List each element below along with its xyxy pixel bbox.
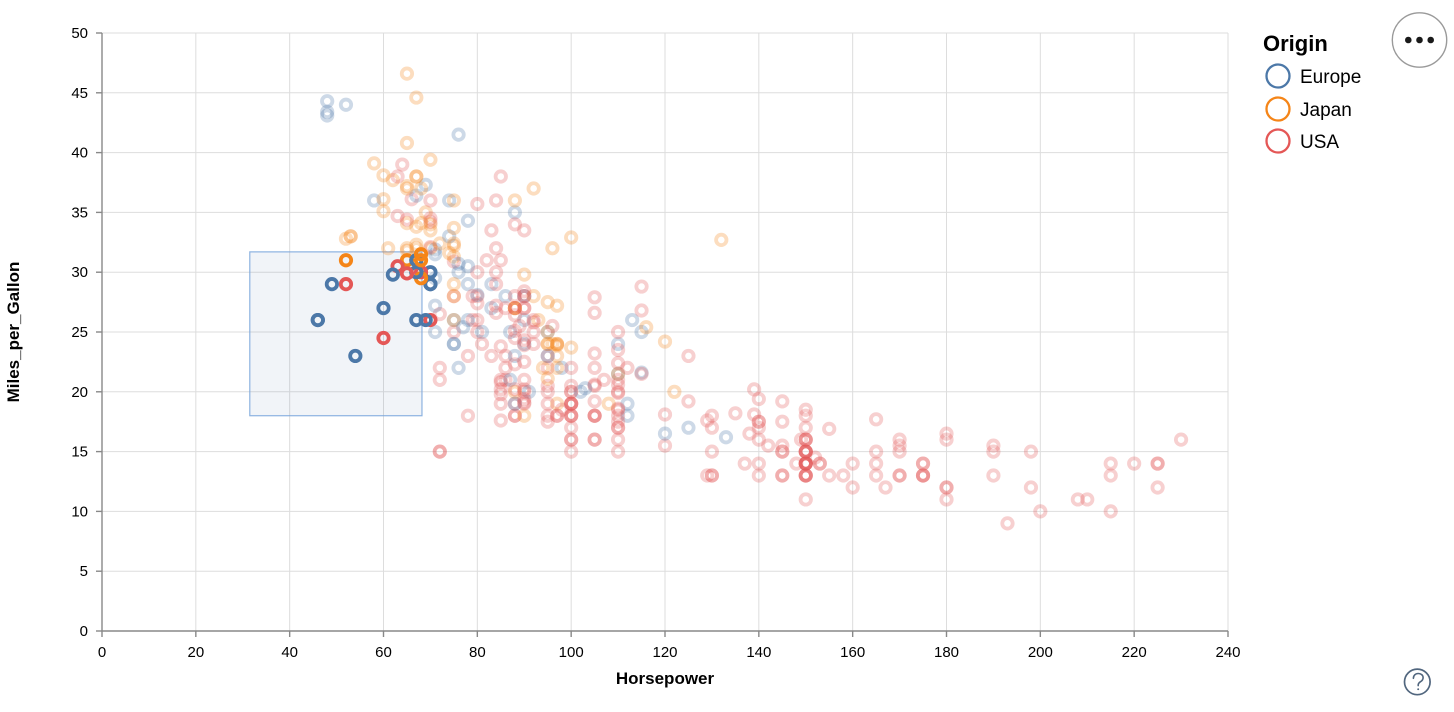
svg-text:120: 120 — [652, 644, 677, 661]
svg-text:160: 160 — [840, 644, 865, 661]
svg-text:0: 0 — [80, 623, 88, 640]
svg-text:180: 180 — [934, 644, 959, 661]
svg-text:30: 30 — [71, 264, 88, 281]
svg-text:200: 200 — [1028, 644, 1053, 661]
svg-text:240: 240 — [1215, 644, 1240, 661]
svg-text:Japan: Japan — [1300, 100, 1352, 121]
svg-text:5: 5 — [80, 563, 88, 580]
svg-text:20: 20 — [187, 644, 204, 661]
svg-text:Horsepower: Horsepower — [616, 669, 715, 688]
svg-text:220: 220 — [1122, 644, 1147, 661]
svg-text:50: 50 — [71, 25, 88, 42]
svg-text:80: 80 — [469, 644, 486, 661]
svg-text:35: 35 — [71, 204, 88, 221]
svg-text:140: 140 — [746, 644, 771, 661]
svg-text:40: 40 — [71, 145, 88, 162]
svg-text:15: 15 — [71, 444, 88, 461]
svg-text:40: 40 — [281, 644, 298, 661]
svg-text:10: 10 — [71, 503, 88, 520]
svg-text:0: 0 — [98, 644, 106, 661]
svg-text:20: 20 — [71, 384, 88, 401]
svg-text:Miles_per_Gallon: Miles_per_Gallon — [4, 262, 23, 403]
svg-text:USA: USA — [1300, 132, 1339, 153]
svg-text:Origin: Origin — [1263, 31, 1328, 56]
svg-text:25: 25 — [71, 324, 88, 341]
svg-text:100: 100 — [559, 644, 584, 661]
svg-text:60: 60 — [375, 644, 392, 661]
svg-text:45: 45 — [71, 85, 88, 102]
svg-text:Europe: Europe — [1300, 67, 1361, 88]
